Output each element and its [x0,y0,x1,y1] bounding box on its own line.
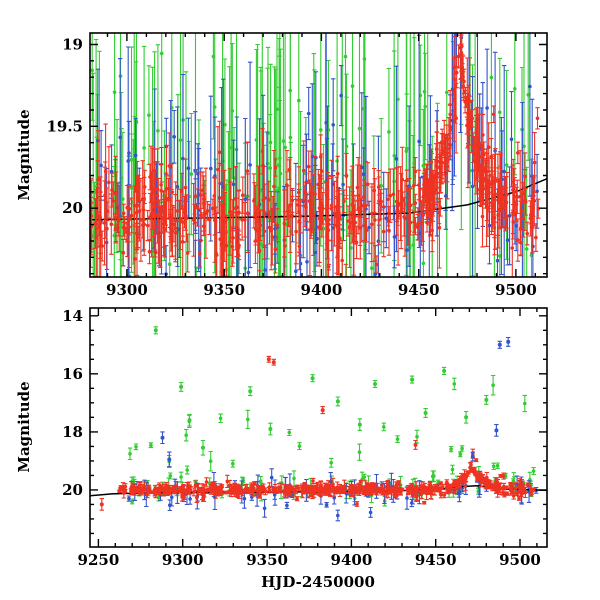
y-tick-label: 19.5 [46,117,83,135]
y-tick-label: 18 [62,423,83,441]
x-tick-label: 9350 [203,281,245,299]
y-axis-label-top: Magnitude [15,109,33,201]
x-tick-label: 9350 [246,551,288,569]
x-tick-label: 9400 [301,281,343,299]
x-tick-label: 9450 [415,551,457,569]
series-red-band [90,33,541,277]
y-tick-label: 14 [62,307,83,325]
x-tick-label: 9450 [398,281,440,299]
y-axis-label-bottom: Magnitude [15,381,33,473]
x-tick-label: 9400 [331,551,373,569]
series-red-band [117,448,536,507]
green-outliers [153,326,489,456]
blue-outliers [160,336,511,468]
x-tick-label: 9500 [495,281,537,299]
panel-bottom-data [90,326,547,522]
y-tick-label: 20 [62,481,83,499]
x-tick-label: 9300 [106,281,148,299]
y-tick-label: 20 [62,199,83,217]
x-tick-label: 9500 [499,551,541,569]
panel-bottom-ticks [90,308,547,547]
x-tick-label: 9250 [78,551,120,569]
panel-top-ticks [90,33,547,277]
panel-bottom-border [89,307,548,548]
x-tick-label: 9300 [162,551,204,569]
model-curve [90,178,547,221]
y-tick-label: 19 [62,36,83,54]
panel-top-border [89,32,548,278]
y-tick-label: 16 [62,365,83,383]
x-axis-label: HJD-2450000 [261,573,375,591]
panel-top-data [90,33,547,277]
red-outliers [99,355,418,511]
